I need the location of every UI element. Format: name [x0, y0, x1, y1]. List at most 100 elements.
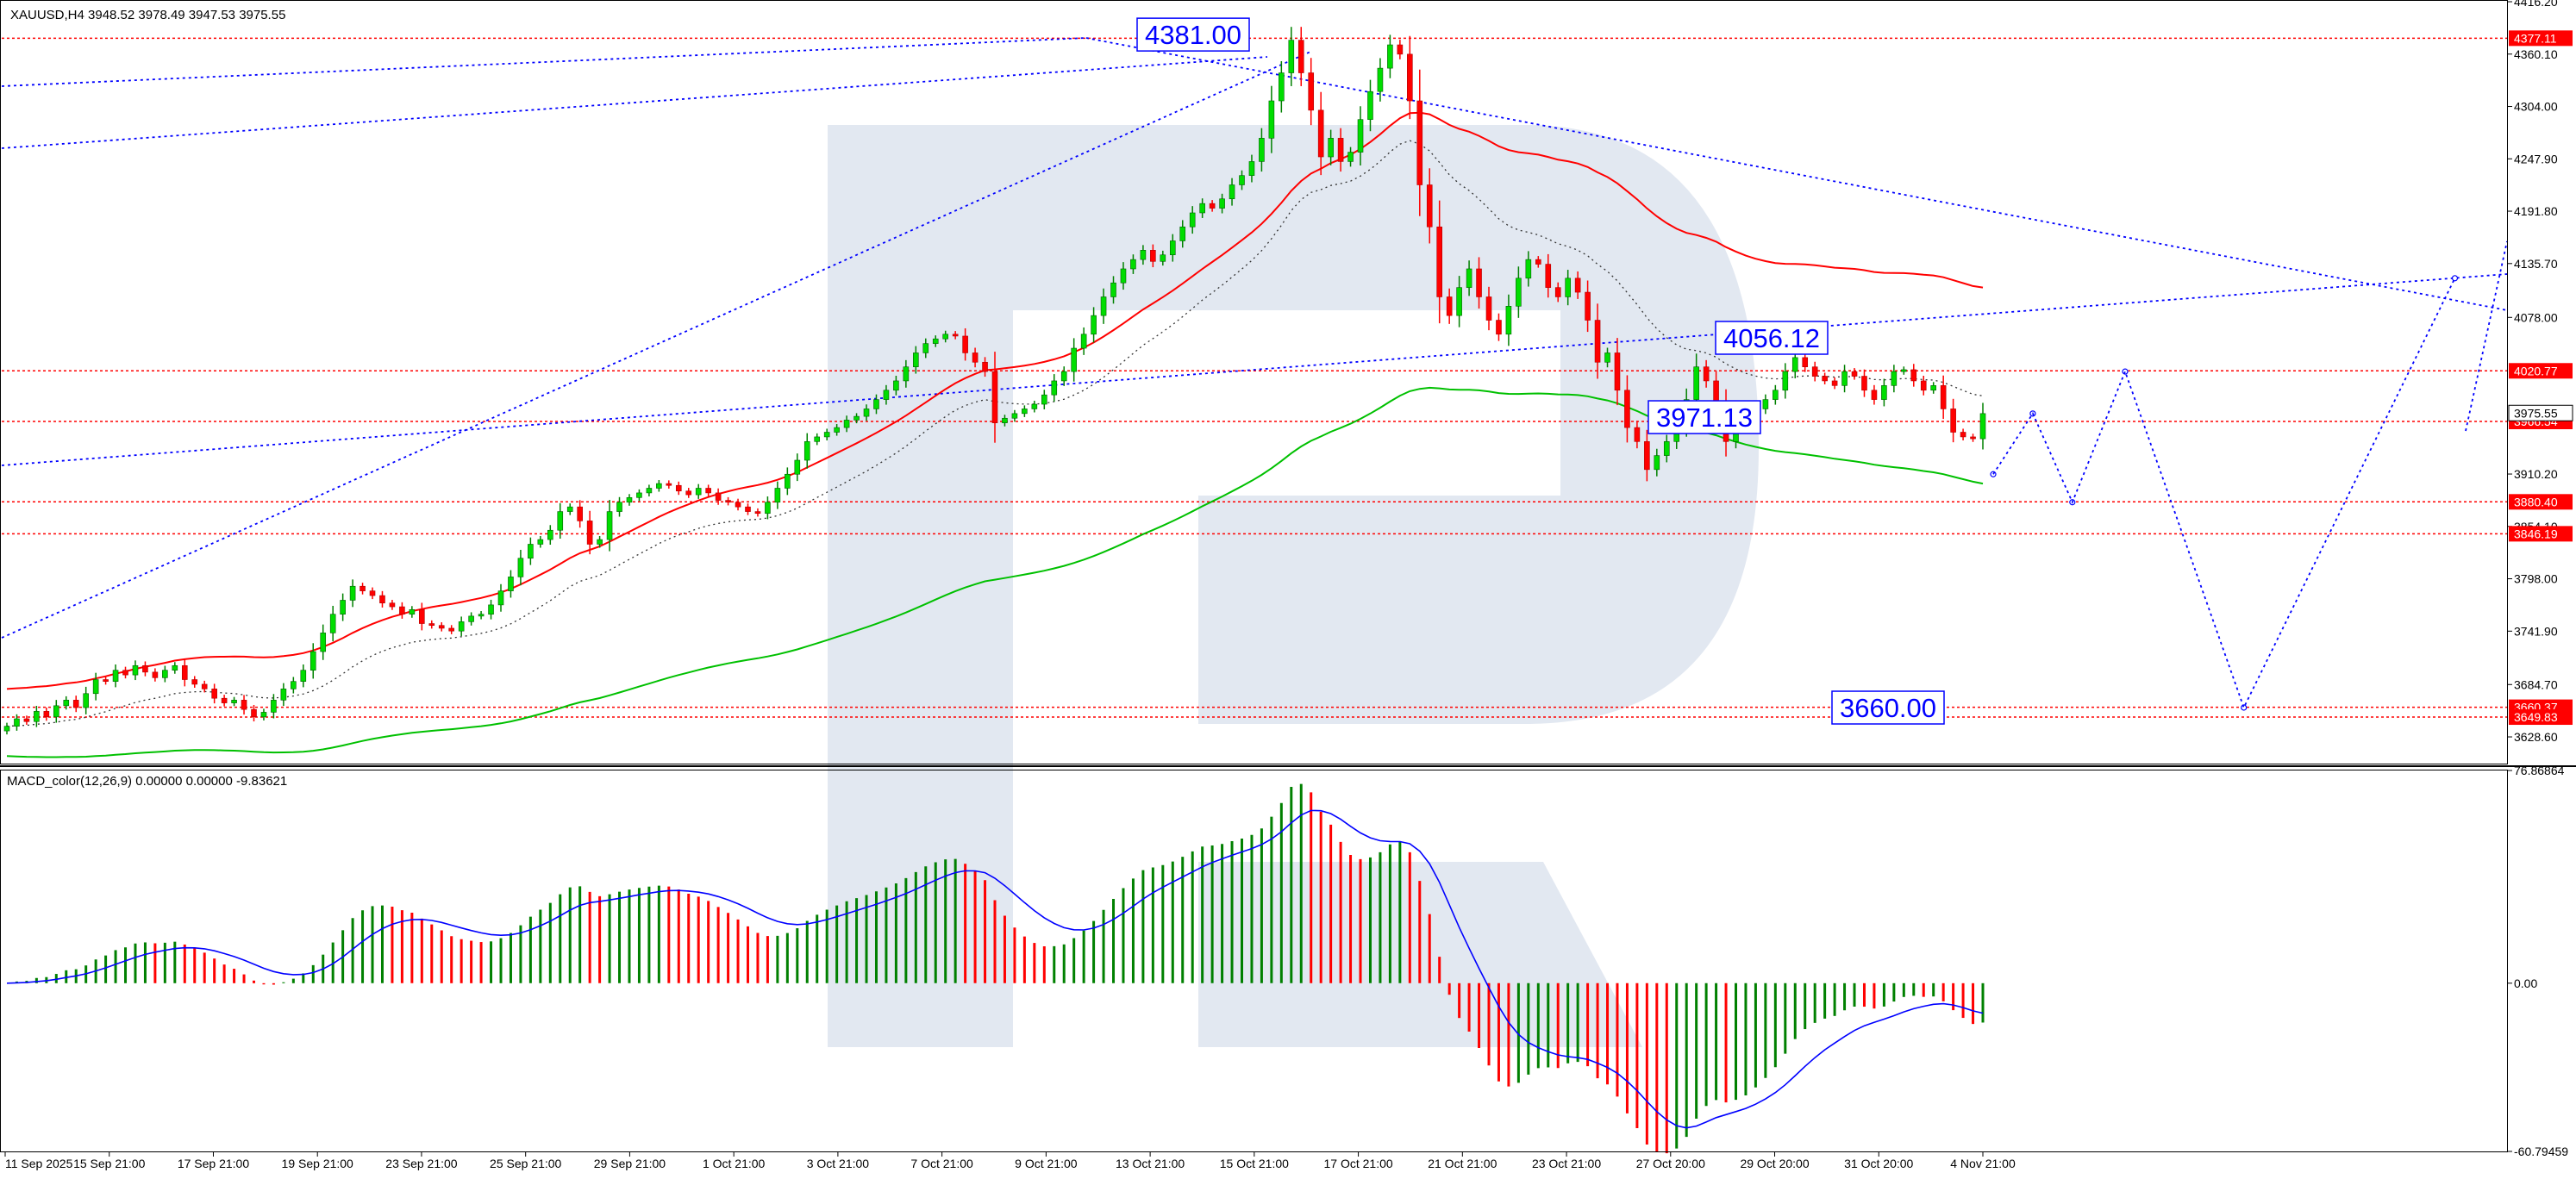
candle-bear: [191, 679, 198, 685]
candle-bear: [685, 490, 692, 496]
candle-bear: [1554, 287, 1561, 297]
y-tick-label: 4078.00: [2514, 310, 2558, 324]
candle-bear: [675, 484, 682, 492]
y-tick-label: 4135.70: [2514, 257, 2558, 271]
candle-bull: [112, 670, 119, 682]
candle-bull: [1051, 380, 1058, 396]
y-tick-label: 3741.90: [2514, 624, 2558, 638]
candle-bull: [53, 705, 59, 718]
candle-bull: [1031, 403, 1038, 409]
annotation-label: 3660.00: [1840, 693, 1936, 723]
trendline-steep: [1, 56, 1268, 149]
x-tick-label: 3 Oct 21:00: [807, 1157, 870, 1170]
candle-bear: [1634, 427, 1641, 442]
candle-bear: [72, 700, 79, 708]
candle-bull: [695, 488, 702, 496]
candle-bear: [1802, 357, 1809, 367]
candle-bull: [803, 441, 810, 461]
macd-tick-label: 0.00: [2514, 976, 2537, 990]
candle-bull: [1357, 119, 1364, 153]
x-tick-label: 29 Oct 20:00: [1740, 1157, 1809, 1170]
candle-bull: [1199, 203, 1205, 214]
candle-bear: [142, 664, 148, 673]
x-tick-label: 21 Oct 21:00: [1428, 1157, 1497, 1170]
candle-bull: [1782, 371, 1789, 391]
macd-axis: 76.86864 0.00 -60.79459: [2507, 764, 2568, 1158]
candle-bull: [537, 539, 544, 545]
price-level-tag: [2509, 709, 2573, 726]
price-level-tag-label: 4377.11: [2514, 31, 2557, 45]
candle-bear: [1545, 264, 1552, 288]
candle-bull: [1387, 44, 1393, 69]
candle-bull: [1120, 268, 1127, 284]
candle-bull: [320, 633, 327, 652]
candle-bull: [774, 488, 781, 503]
price-axis[interactable]: 4416.20 4360.10 4304.00 4247.90 4191.80 4135.…: [2507, 0, 2573, 744]
candle-bear: [389, 602, 396, 608]
candle-bull: [785, 473, 791, 489]
candle-bull: [1011, 413, 1018, 419]
candle-bear: [1397, 44, 1404, 55]
candle-bear: [211, 689, 217, 699]
candle-bull: [3, 726, 10, 732]
x-tick-label: 13 Oct 21:00: [1116, 1157, 1185, 1170]
candle-bear: [43, 711, 50, 718]
candle-bear: [369, 590, 376, 596]
candle-bear: [1446, 296, 1453, 316]
candle-bull: [1565, 278, 1571, 297]
x-tick-label: 23 Oct 21:00: [1532, 1157, 1601, 1170]
x-tick-label: 19 Sep 21:00: [282, 1157, 354, 1170]
candle-bull: [1466, 268, 1472, 288]
time-axis[interactable]: 11 Sep 2025 15 Sep 21:00 17 Sep 21:00 19 Se…: [4, 1151, 2016, 1170]
x-tick-label: 23 Sep 21:00: [385, 1157, 458, 1170]
candle-bull: [1791, 357, 1798, 372]
forecast-node: [2451, 275, 2459, 282]
candle-bear: [952, 334, 959, 337]
price-level-tag: [2509, 494, 2573, 510]
candle-bull: [1891, 371, 1898, 386]
x-tick-label: 27 Oct 20:00: [1636, 1157, 1705, 1170]
candle-bull: [1841, 371, 1848, 386]
candle-bear: [1950, 409, 1956, 433]
x-tick-label: 1 Oct 21:00: [703, 1157, 766, 1170]
candle-bull: [1002, 417, 1008, 423]
candle-bear: [1614, 352, 1621, 391]
candle-bull: [893, 380, 899, 391]
price-level-tag: [2509, 30, 2573, 47]
forecast-path: [1990, 275, 2459, 711]
price-level-tag-label: 3846.19: [2514, 527, 2558, 540]
candle-bear: [201, 683, 208, 689]
candle-bull: [1140, 250, 1147, 260]
trendline-lower: [1, 273, 2508, 466]
candle-bear: [666, 483, 672, 486]
candle-bear: [1485, 296, 1492, 321]
candle-bear: [1407, 53, 1413, 102]
candle-bull: [1525, 259, 1532, 279]
candle-bear: [1209, 203, 1216, 209]
y-tick-label: 4360.10: [2514, 47, 2558, 61]
candle-bull: [458, 621, 465, 632]
x-tick-label: 17 Sep 21:00: [178, 1157, 250, 1170]
candle-bear: [122, 670, 128, 676]
candle-bull: [1516, 278, 1522, 307]
candle-bear: [586, 521, 593, 545]
candle-bear: [1496, 320, 1502, 335]
candle-bear: [152, 671, 159, 678]
candle-bull: [309, 651, 316, 671]
candle-bull: [1080, 334, 1087, 349]
candle-bull: [557, 511, 564, 531]
candle-bull: [517, 558, 524, 577]
candle-bear: [1910, 369, 1917, 382]
candle-bull: [646, 488, 653, 494]
candle-bull: [606, 511, 613, 540]
candle-bull: [468, 615, 474, 622]
x-tick-label: 25 Sep 21:00: [490, 1157, 562, 1170]
candle-bull: [1091, 315, 1097, 335]
candle-bull: [92, 679, 99, 695]
candle-bull: [488, 604, 494, 615]
symbol-header: XAUUSD,H4 3948.52 3978.49 3947.53 3975.5…: [10, 8, 285, 22]
candle-bull: [14, 718, 20, 727]
candle-bull: [497, 590, 504, 606]
candle-bull: [566, 506, 573, 512]
